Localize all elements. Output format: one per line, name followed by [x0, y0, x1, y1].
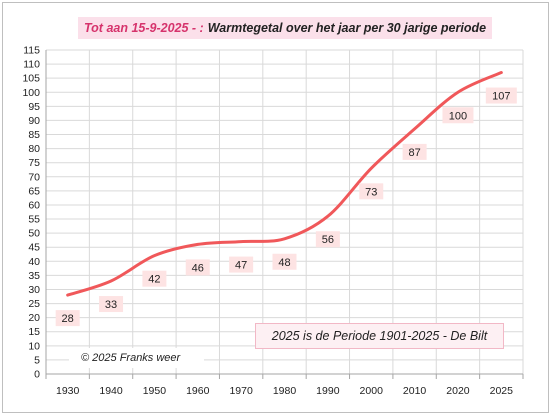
data-label: 28	[55, 310, 80, 327]
data-label-bg	[99, 296, 124, 313]
data-label-text: 33	[105, 299, 117, 311]
data-label: 107	[485, 87, 517, 104]
data-label-text: 107	[492, 91, 510, 103]
data-label-bg	[402, 143, 427, 160]
y-tick-label: 110	[23, 59, 40, 71]
x-tick-label: 2010	[403, 385, 427, 397]
x-tick-label: 1930	[56, 385, 80, 397]
y-tick-label: 85	[28, 129, 40, 141]
line-layer	[66, 71, 503, 297]
y-tick-label: 95	[28, 101, 40, 113]
label-layer: 28 33 42 46 47 48 56 73 87 100 107	[55, 87, 517, 327]
x-tick-label: 2025	[490, 385, 514, 397]
y-tick-label: 100	[22, 87, 40, 99]
data-label: 73	[359, 183, 384, 200]
data-label-text: 56	[322, 234, 334, 246]
grid-layer	[45, 49, 524, 374]
data-label-text: 48	[278, 257, 290, 269]
y-tick-label: 45	[28, 242, 40, 254]
y-tick-label: 0	[34, 369, 40, 381]
data-label: 100	[442, 107, 474, 124]
y-tick-label: 80	[28, 143, 40, 155]
y-tick-label: 65	[28, 185, 40, 197]
y-tick-label: 50	[28, 228, 40, 240]
data-label: 48	[272, 253, 297, 270]
data-label-bg	[229, 256, 254, 273]
y-tick-label: 105	[22, 73, 40, 85]
chart-frame: 0 5 10 15 20 25 30 35 40 45 50 55 60 65 70 75 80 85 90 95 10…	[2, 2, 549, 413]
y-tick-label: 60	[28, 199, 40, 211]
chart-title-date: Tot aan 15-9-2025 - :	[84, 21, 204, 35]
period-note: 2025 is de Periode 1901-2025 - De Bilt	[255, 323, 504, 349]
data-label-text: 87	[408, 147, 420, 159]
x-tick-label: 1940	[99, 385, 123, 397]
data-label-text: 100	[449, 110, 467, 122]
y-tick-label: 15	[28, 326, 40, 338]
y-tick-label: 5	[34, 354, 40, 366]
x-tick-label: 2020	[446, 385, 470, 397]
x-tick-label: 1950	[143, 385, 167, 397]
data-label: 56	[315, 231, 340, 248]
data-label-bg	[485, 87, 517, 104]
line-chart: 0510152025303540455055606570758085909510…	[22, 45, 524, 397]
y-tick-label: 25	[28, 298, 40, 310]
y-tick-label: 35	[28, 270, 40, 282]
data-label-bg	[55, 310, 80, 327]
data-label-text: 42	[148, 274, 160, 286]
data-label: 46	[185, 259, 210, 276]
x-tick-label: 1980	[273, 385, 297, 397]
data-label-text: 46	[192, 262, 204, 274]
y-tick-label: 115	[23, 45, 40, 57]
x-tick-label: 1960	[186, 385, 210, 397]
y-tick-label: 75	[28, 157, 40, 169]
x-tick-label: 1990	[316, 385, 340, 397]
data-label-text: 47	[235, 260, 247, 272]
data-label-bg	[142, 270, 167, 287]
y-tick-label: 90	[28, 115, 40, 127]
data-label-bg	[185, 259, 210, 276]
y-tick-label: 55	[28, 214, 40, 226]
chart-title-text: Warmtegetal over het jaar per 30 jarige …	[207, 21, 487, 35]
y-tick-label: 20	[28, 312, 40, 324]
data-label-bg	[272, 253, 297, 270]
y-tick-label: 40	[28, 256, 40, 268]
data-label: 33	[99, 296, 124, 313]
x-tick-label: 2000	[360, 385, 384, 397]
x-tick-label: 1970	[229, 385, 253, 397]
series-line	[66, 71, 503, 297]
y-tick-label: 30	[28, 284, 40, 296]
y-tick-label: 10	[28, 340, 40, 352]
data-label-bg	[442, 107, 474, 124]
copyright-label: © 2025 Franks weer	[69, 348, 204, 368]
data-label: 87	[402, 143, 427, 160]
data-label-text: 28	[62, 313, 74, 325]
data-label: 42	[142, 270, 167, 287]
data-label-text: 73	[365, 186, 377, 198]
y-tick-label: 70	[28, 171, 40, 183]
data-label-bg	[359, 183, 384, 200]
data-label-bg	[315, 231, 340, 248]
data-label: 47	[229, 256, 254, 273]
axis-layer: 0510152025303540455055606570758085909510…	[22, 45, 524, 397]
chart-title: Tot aan 15-9-2025 - : Warmtegetal over h…	[78, 17, 493, 39]
